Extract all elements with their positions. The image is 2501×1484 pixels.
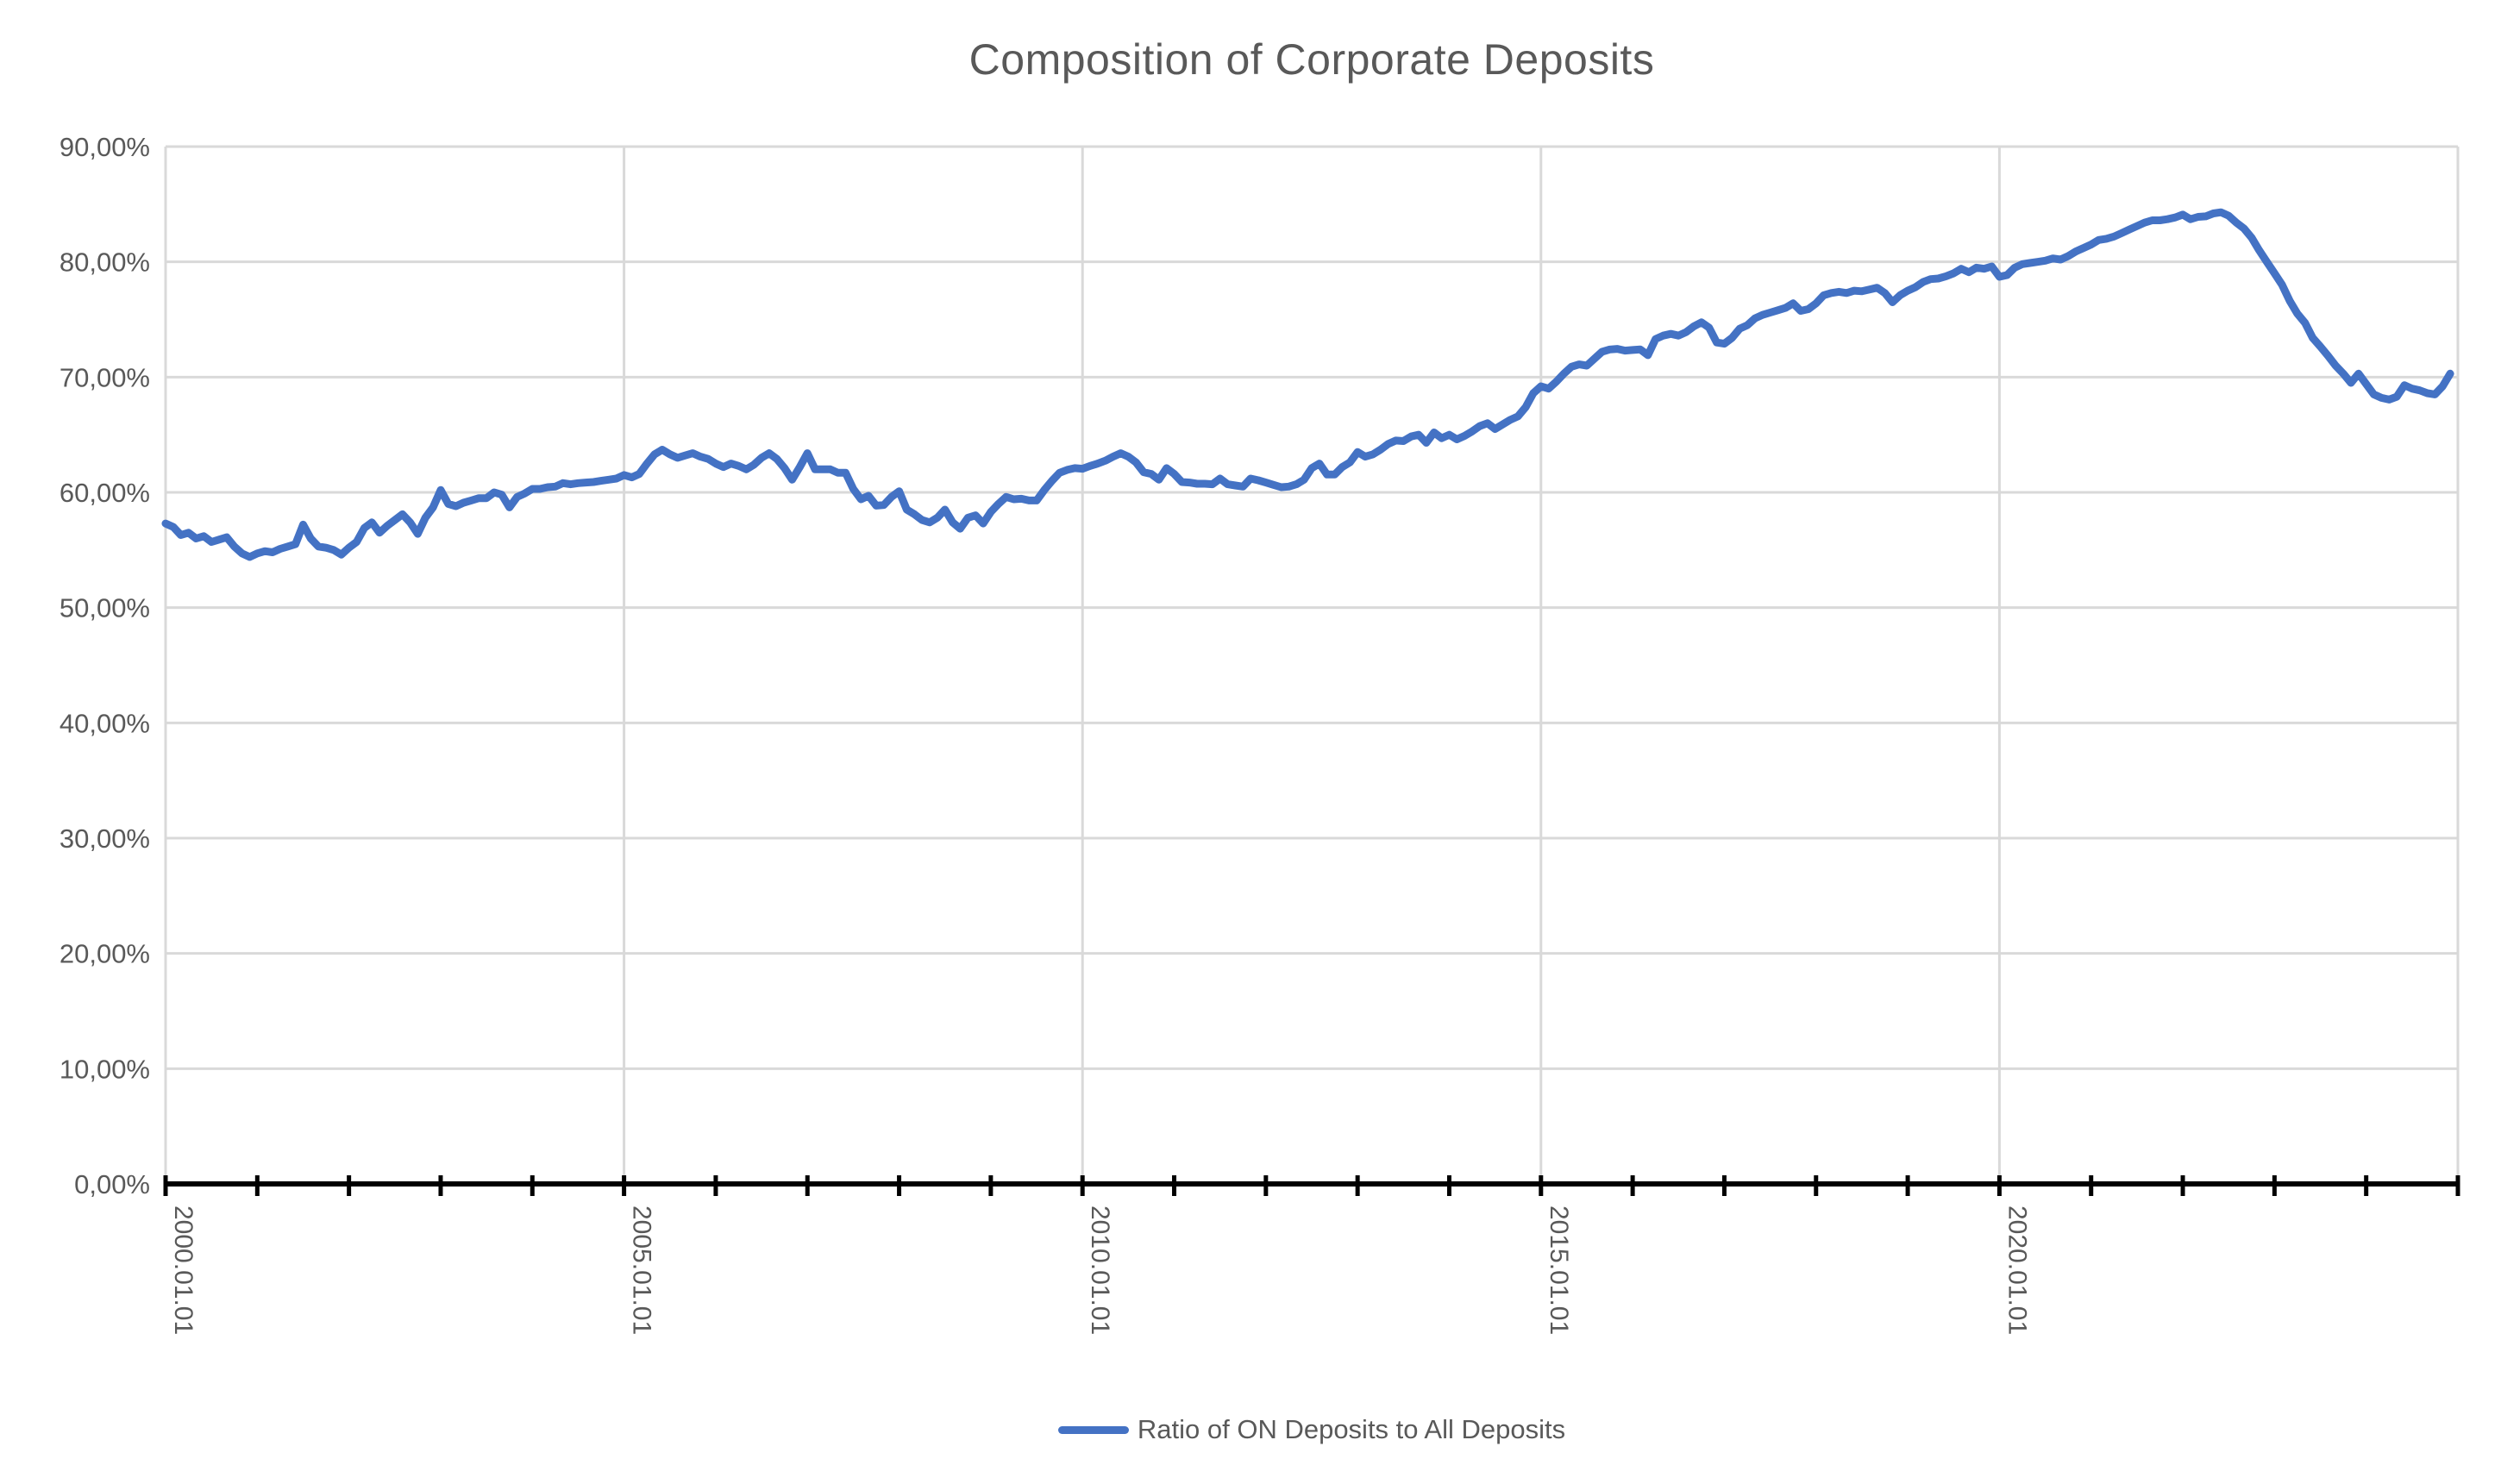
x-tick-label: 2015.01.01: [1545, 1205, 1573, 1335]
legend: Ratio of ON Deposits to All Deposits: [166, 1414, 2458, 1445]
x-tick-label: 2020.01.01: [2003, 1205, 2031, 1335]
y-tick-label: 40,00%: [60, 708, 150, 738]
y-tick-label: 90,00%: [60, 132, 150, 162]
legend-line-swatch: [1057, 1425, 1129, 1434]
y-tick-label: 30,00%: [60, 823, 150, 854]
x-tick-label: 2005.01.01: [628, 1205, 656, 1335]
y-tick-label: 0,00%: [74, 1169, 150, 1199]
y-tick-label: 20,00%: [60, 939, 150, 969]
y-tick-label: 70,00%: [60, 362, 150, 392]
legend-label: Ratio of ON Deposits to All Deposits: [1137, 1414, 1566, 1444]
y-tick-label: 60,00%: [60, 478, 150, 508]
y-tick-label: 80,00%: [60, 247, 150, 278]
y-tick-label: 10,00%: [60, 1054, 150, 1084]
chart-title: Composition of Corporate Deposits: [968, 35, 1655, 84]
x-tick-label: 2000.01.01: [169, 1205, 197, 1335]
x-tick-label: 2010.01.01: [1086, 1205, 1114, 1335]
series-line-ratio-of-on-deposits: [161, 208, 2454, 561]
y-tick-label: 50,00%: [60, 593, 150, 623]
